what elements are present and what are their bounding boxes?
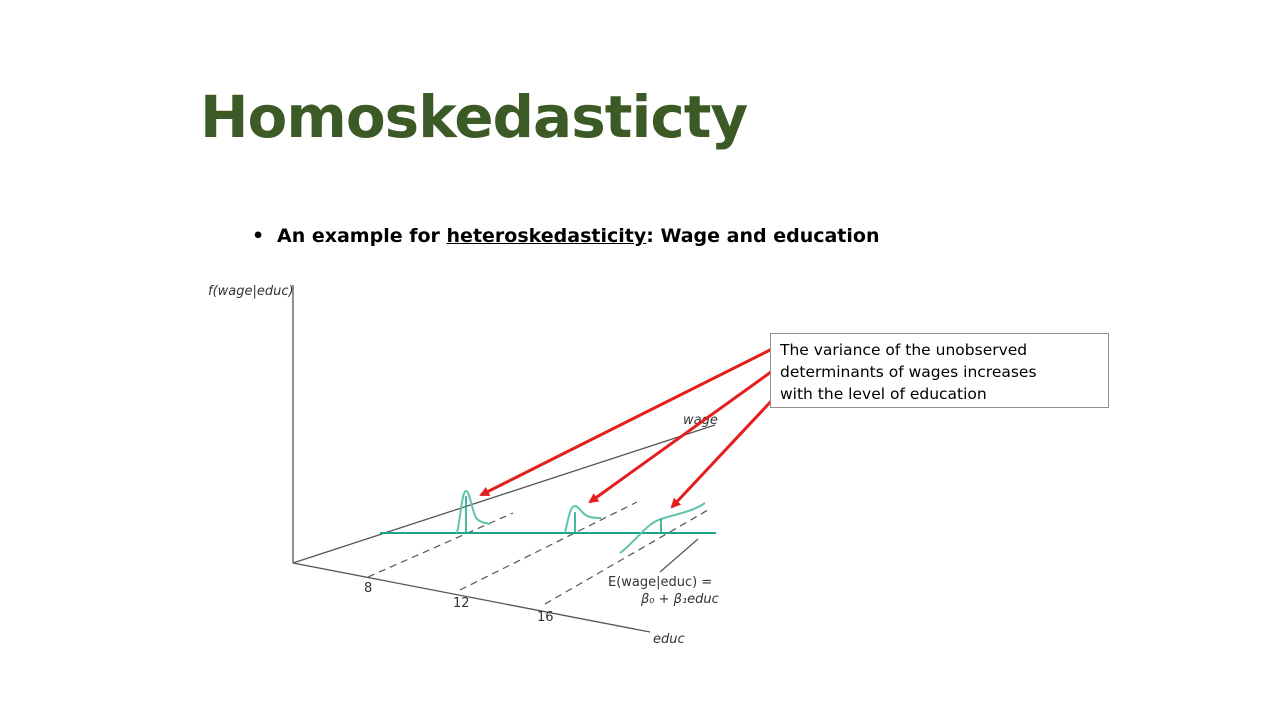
callout-line-3: with the level of education [780, 385, 987, 403]
x-tick-12: 12 [453, 596, 470, 611]
arrow-to-curve-8 [479, 347, 773, 497]
x-tick-8: 8 [364, 581, 372, 596]
depth-axis [292, 424, 716, 564]
density-curve-16 [619, 502, 706, 554]
callout-line-1: The variance of the unobserved [780, 341, 1028, 359]
density-curve-8 [456, 489, 491, 534]
regression-label-line1: E(wage|educ) = [608, 575, 712, 590]
x-axis [292, 562, 651, 633]
bullet-marker: • [252, 225, 265, 247]
bullet-point: • An example for heteroskedasticity: Wage… [252, 225, 880, 247]
bullet-suffix: : Wage and education [646, 225, 880, 247]
callout-line-2: determinants of wages increases [780, 363, 1037, 381]
bullet-prefix: An example for [277, 225, 447, 247]
dashed-guide-16 [544, 509, 709, 605]
regression-leader-line [659, 538, 699, 573]
callout-box: The variance of the unobserved determina… [770, 333, 1109, 408]
density-curve-12 [564, 504, 602, 534]
y-axis-label: f(wage|educ) [208, 284, 294, 299]
slide-title: Homoskedasticty [200, 83, 748, 151]
arrow-to-curve-12 [588, 370, 772, 504]
regression-label-line2: β₀ + β₁educ [640, 592, 719, 607]
x-axis-label: educ [653, 632, 685, 647]
x-tick-16: 16 [537, 610, 554, 625]
bullet-keyword: heteroskedasticity [446, 225, 647, 247]
arrow-to-curve-16 [670, 394, 778, 509]
dashed-guide-8 [367, 512, 514, 578]
dashed-guide-12 [459, 501, 638, 591]
